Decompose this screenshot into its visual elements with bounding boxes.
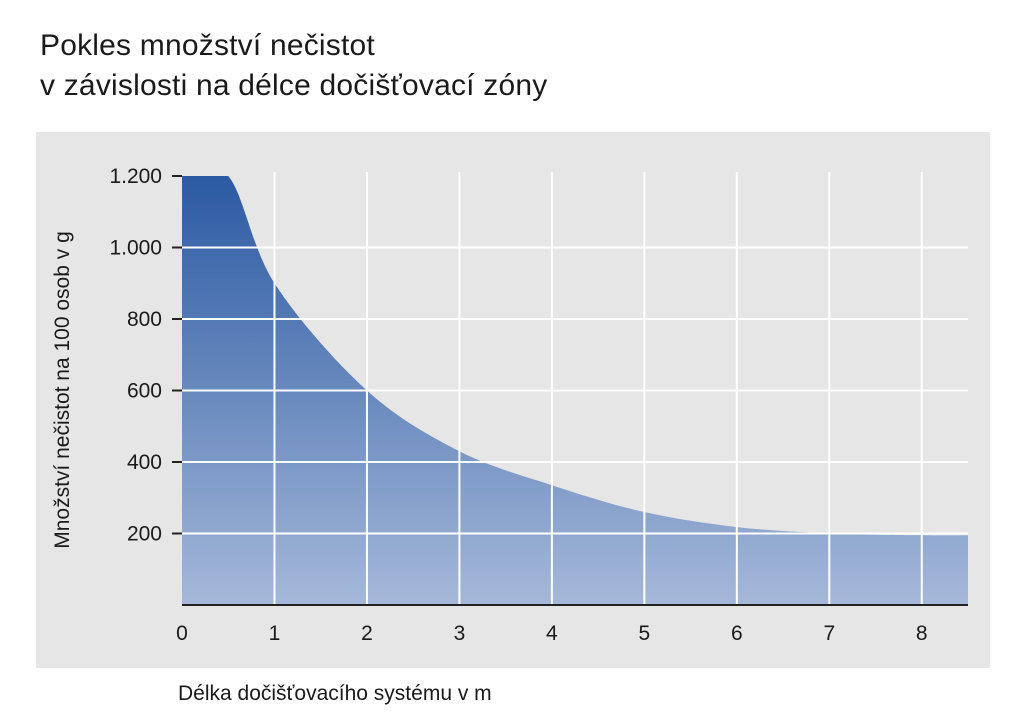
y-tick-label: 400: [127, 451, 162, 474]
y-tick-label: 800: [127, 308, 162, 331]
x-tick-label: 4: [546, 622, 558, 645]
chart-title-line-2: v závislosti na délce dočišťovací zóny: [40, 69, 548, 102]
x-tick-label: 5: [639, 622, 651, 645]
y-tick-label: 600: [127, 380, 162, 403]
y-axis-label: Množství nečistot na 100 osob v g: [51, 231, 74, 549]
y-tick-label: 1.000: [109, 237, 162, 260]
y-tick-label: 1.200: [109, 165, 162, 188]
x-tick-label: 7: [823, 622, 835, 645]
x-tick-label: 2: [361, 622, 373, 645]
x-tick-label: 0: [176, 622, 188, 645]
y-tick-label: 200: [127, 523, 162, 546]
x-axis-label: Délka dočišťovacího systému v m: [178, 682, 492, 705]
x-tick-label: 6: [731, 622, 743, 645]
x-tick-label: 1: [269, 622, 281, 645]
chart-title: Pokles množství nečistot v závislosti na…: [40, 26, 547, 106]
x-tick-label: 8: [916, 622, 928, 645]
x-tick-label: 3: [454, 622, 466, 645]
chart-title-line-1: Pokles množství nečistot: [40, 29, 375, 62]
area-series: [182, 176, 968, 605]
